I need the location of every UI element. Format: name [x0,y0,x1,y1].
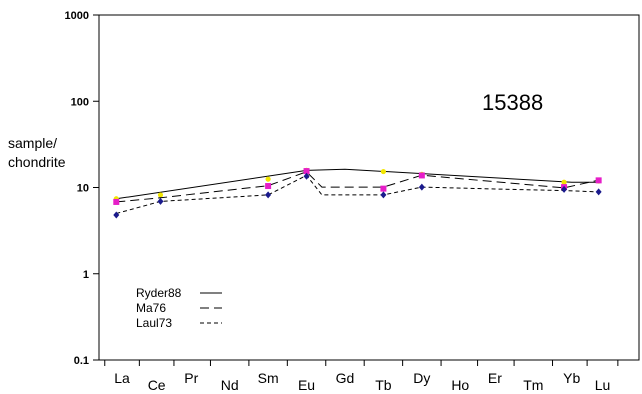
series-line-ma76 [116,171,599,203]
x-tick-label-tb: Tb [375,377,392,393]
data-point-laul73 [561,185,568,193]
x-tick-label-sm: Sm [258,370,279,386]
x-tick-label-la: La [114,370,130,386]
y-axis: 0.1 1 10 100 1000 [65,10,99,367]
y-axis-label-line-2: chondrite [8,154,66,170]
y-tick-label: 1000 [65,10,89,22]
data-point-ryder88 [561,179,567,185]
data-point-ryder88 [265,176,271,182]
series-laul73 [113,172,602,219]
series-line-laul73 [116,174,599,214]
x-tick-label-ce: Ce [148,377,166,393]
legend-label-ryder88: Ryder88 [136,286,182,300]
data-point-ryder88 [380,168,387,175]
x-tick-label-pr: Pr [184,370,198,386]
data-point-ma76 [265,183,272,190]
x-tick-label-dy: Dy [413,370,430,386]
data-point-laul73 [595,188,602,196]
data-point-ma76 [113,198,120,205]
x-tick-label-nd: Nd [221,377,239,393]
x-tick-label-yb: Yb [563,370,580,386]
x-axis: La Ce Pr Nd Sm Eu Gd Tb Dy Ho Er Tm Yb Lu [104,360,619,393]
series-line-ryder88 [116,168,599,200]
x-tick-label-gd: Gd [336,370,355,386]
data-point-laul73 [265,191,272,199]
x-tick-label-tm: Tm [523,377,543,393]
data-point-laul73 [157,197,164,205]
data-point-ma76 [380,185,387,192]
y-tick-label: 0.1 [74,355,89,367]
sample-id-annotation: 15388 [482,90,543,115]
y-tick-label: 100 [71,96,89,108]
data-point-laul73 [418,183,425,191]
y-axis-label-line-1: sample/ [8,135,57,151]
legend-label-ma76: Ma76 [136,301,166,315]
data-point-ma76 [595,177,602,184]
y-tick-label: 1 [83,269,89,281]
legend-label-laul73: Laul73 [136,316,172,330]
series-layer [113,167,602,219]
x-tick-label-lu: Lu [595,377,611,393]
x-tick-label-ho: Ho [451,377,469,393]
data-point-laul73 [303,172,310,180]
x-tick-label-eu: Eu [298,377,315,393]
data-point-ma76 [303,168,310,175]
y-tick-label: 10 [77,183,89,195]
data-point-laul73 [113,211,120,219]
data-point-laul73 [380,191,387,199]
data-point-ryder88 [157,192,164,198]
data-point-ma76 [418,172,425,179]
x-tick-label-er: Er [488,370,502,386]
